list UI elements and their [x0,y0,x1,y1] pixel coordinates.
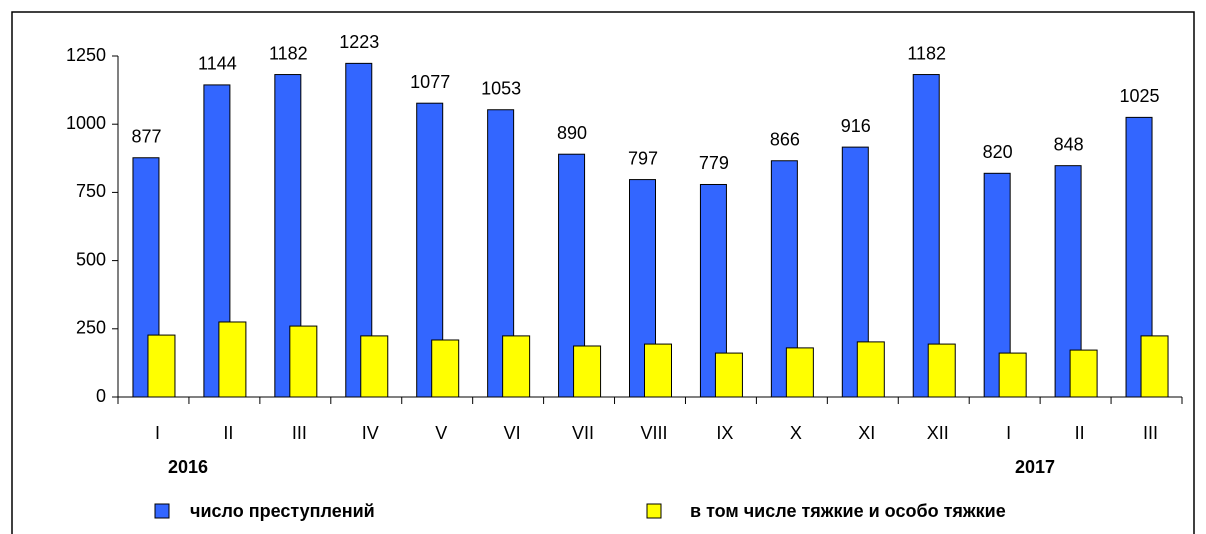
x-tick-label: VI [504,423,521,443]
bar [502,335,531,398]
bar [360,335,389,398]
value-label: 1144 [198,54,237,74]
value-label: 1077 [410,72,450,92]
year-label: 2017 [1015,457,1055,477]
x-tick-label: II [223,423,233,443]
value-label: 820 [983,142,1013,162]
x-tick-label: II [1075,423,1085,443]
y-tick-label: 500 [76,249,106,269]
bar [856,341,885,398]
value-label: 866 [770,130,800,150]
bar [1140,335,1169,398]
value-label: 916 [841,116,871,136]
value-label: 797 [628,148,658,168]
x-tick-label: III [292,423,307,443]
x-tick-label: IX [716,423,733,443]
bar [289,325,318,398]
y-tick-label: 0 [96,386,106,406]
bar [431,339,460,398]
y-tick-label: 750 [76,181,106,201]
legend-swatch [154,503,170,519]
y-tick-label: 1000 [66,113,106,133]
value-label: 1182 [269,43,308,63]
legend-label: в том числе тяжкие и особо тяжкие [690,501,1006,521]
year-label: 2016 [168,457,208,477]
legend-swatch [646,503,662,519]
bar [644,343,672,398]
value-label: 779 [699,153,729,173]
legend-label: число преступлений [190,501,375,521]
bar [147,334,176,398]
value-label: 1025 [1120,86,1160,106]
bar [573,345,602,398]
bar [1069,349,1098,398]
x-tick-label: I [155,423,160,443]
value-label: 1182 [907,43,946,63]
bar [714,352,743,398]
bar [912,74,940,398]
y-tick-label: 1250 [66,45,106,65]
x-tick-label: X [790,423,802,443]
value-label: 890 [557,123,587,143]
value-label: 1053 [481,78,521,98]
x-tick-label: V [435,423,447,443]
bar [218,321,247,398]
value-label: 1223 [339,32,379,52]
x-tick-label: IV [362,423,379,443]
value-label: 877 [131,127,161,147]
x-tick-label: XII [927,423,949,443]
value-label: 848 [1054,134,1084,154]
x-tick-label: XI [858,423,875,443]
x-tick-label: VII [572,423,594,443]
x-tick-label: III [1143,423,1158,443]
bar [785,347,814,398]
x-tick-label: VIII [640,423,667,443]
x-tick-label: I [1006,423,1011,443]
y-tick-label: 250 [76,318,106,338]
chart-frame [11,11,1195,534]
bar [927,343,956,398]
bar [998,352,1027,398]
